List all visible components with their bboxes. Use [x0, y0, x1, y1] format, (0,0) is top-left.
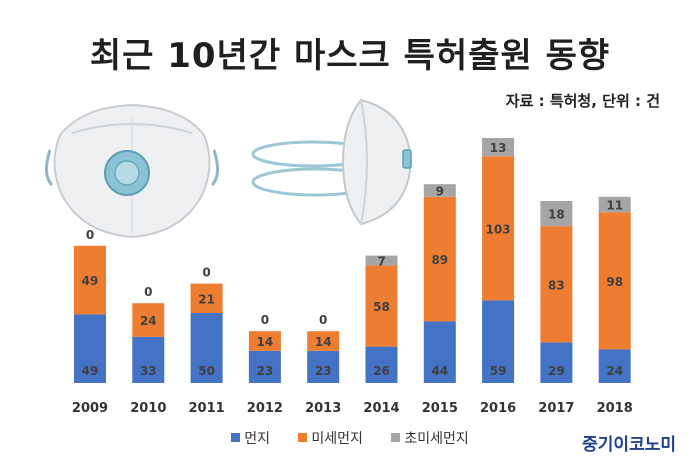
data-label: 23 [257, 364, 274, 378]
data-label: 11 [606, 199, 623, 213]
data-label: 18 [548, 208, 565, 222]
bar-segment [365, 265, 398, 347]
data-label: 50 [198, 364, 215, 378]
legend-label: 먼지 [244, 431, 270, 447]
data-label: 14 [257, 335, 274, 349]
x-tick-label: 2013 [305, 401, 341, 416]
bar-segment [540, 342, 573, 383]
legend-label: 초미세먼지 [404, 431, 469, 447]
data-label: 49 [82, 274, 99, 288]
x-tick-label: 2015 [422, 401, 458, 416]
bar-segment [365, 346, 398, 383]
x-tick-label: 2014 [363, 401, 399, 416]
bar-segment [190, 283, 223, 313]
data-label: 14 [315, 335, 332, 349]
data-label: 29 [548, 364, 565, 378]
bar-segment [482, 300, 515, 383]
legend-label: 미세먼지 [311, 431, 363, 447]
bar-segment [423, 196, 456, 322]
bar-segment [307, 350, 340, 383]
data-label: 24 [140, 314, 157, 328]
bar-segment [482, 138, 515, 157]
bar-segment [74, 314, 106, 383]
data-label: 103 [486, 222, 511, 236]
legend-swatch [231, 433, 241, 442]
data-label: 44 [431, 364, 448, 378]
bar-segment [423, 184, 456, 197]
data-label: 49 [82, 364, 99, 378]
legend-swatch [391, 433, 401, 442]
legend-item-ultrafine-dust: 초미세먼지 [391, 428, 469, 448]
bar-segment [423, 321, 456, 383]
bar-segment [307, 331, 340, 351]
bar-segment [598, 349, 631, 383]
data-label: 58 [373, 300, 390, 314]
data-label: 21 [198, 292, 215, 306]
data-label: 23 [315, 364, 332, 378]
x-tick-label: 2016 [480, 401, 516, 416]
data-label: 7 [377, 255, 385, 269]
mask-side-image [251, 98, 413, 226]
bar-segment [190, 313, 223, 383]
legend-item-fine-dust: 미세먼지 [298, 428, 363, 448]
chart-title: 최근 10년간 마스크 특허출원 동향 [89, 36, 611, 76]
legend-item-dust: 먼지 [231, 428, 270, 448]
mask-front-image [45, 103, 219, 239]
bar-segment [248, 331, 281, 351]
bar-segment [74, 245, 106, 315]
bar-segment [365, 255, 398, 266]
x-tick-label: 2018 [597, 401, 633, 416]
data-label: 89 [431, 253, 448, 267]
data-label: 33 [140, 364, 157, 378]
legend-swatch [298, 433, 308, 442]
data-label: 9 [436, 185, 444, 199]
data-label: 98 [606, 275, 623, 289]
bar-segment [598, 212, 631, 350]
legend: 먼지 미세먼지 초미세먼지 [0, 428, 700, 448]
data-label: 0 [144, 285, 152, 299]
x-tick-label: 2012 [247, 401, 283, 416]
brand-logo-text: 중기이코노미 [582, 435, 676, 455]
data-label: 0 [261, 313, 269, 327]
data-label: 83 [548, 278, 565, 292]
bar-segment [540, 226, 573, 343]
x-tick-label: 2010 [130, 401, 166, 416]
data-label: 26 [373, 364, 390, 378]
x-tick-label: 2009 [72, 401, 108, 416]
x-tick-label: 2011 [189, 401, 225, 416]
bar-segment [132, 336, 165, 383]
data-label: 0 [319, 313, 327, 327]
data-label: 13 [490, 141, 507, 155]
data-label: 24 [606, 364, 623, 378]
bar-segment [248, 350, 281, 383]
data-label: 0 [86, 228, 94, 242]
data-label: 59 [490, 364, 507, 378]
bar-segment [598, 196, 631, 213]
bar-segment [482, 156, 515, 301]
source-note: 자료 : 특허청, 단위 : 건 [505, 92, 660, 110]
bar-segment [132, 303, 165, 337]
bar-segment [540, 201, 573, 227]
data-label: 0 [202, 266, 210, 280]
x-tick-label: 2017 [538, 401, 574, 416]
